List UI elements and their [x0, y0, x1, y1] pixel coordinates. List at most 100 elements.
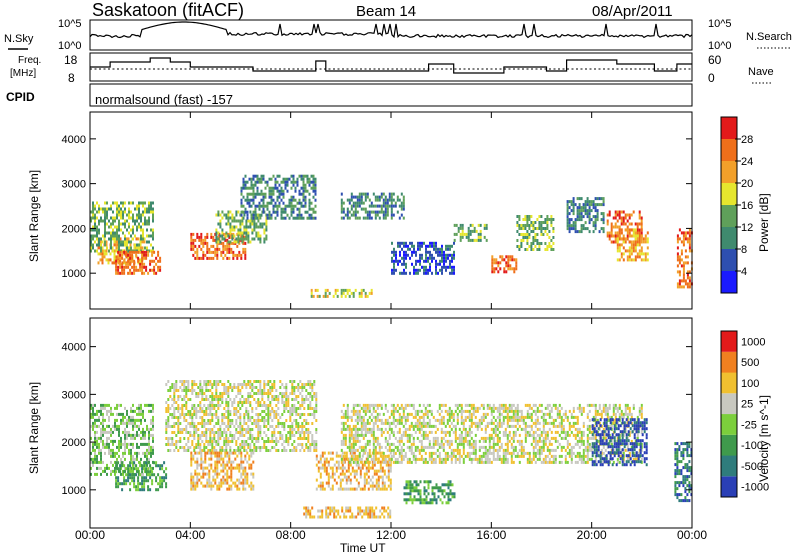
heatmap-cell-1: [118, 238, 120, 241]
heatmap-cell-2: [269, 440, 271, 443]
heatmap-cell-9: [460, 233, 462, 236]
heatmap-cell-4: [245, 223, 247, 226]
heatmap-cell-6: [343, 440, 345, 443]
heatmap-cell-6: [343, 425, 345, 428]
heatmap-cell-3: [198, 239, 200, 242]
heatmap-cell-11: [518, 224, 520, 227]
heatmap-cell-0: [118, 440, 120, 443]
heatmap-cell-2: [273, 398, 275, 401]
heatmap-cell-5: [251, 181, 253, 184]
heatmap-cell-5: [251, 217, 253, 220]
heatmap-cell-4: [221, 238, 223, 241]
heatmap-cell-6: [421, 443, 423, 446]
heatmap-cell-3: [208, 257, 210, 260]
heatmap-cell-5: [267, 184, 269, 187]
heatmap-cell-4: [257, 232, 259, 235]
heatmap-cell-8: [391, 260, 393, 263]
heatmap-cell-5: [293, 205, 295, 208]
heatmap-cell-3: [208, 452, 210, 455]
heatmap-cell-2: [283, 410, 285, 413]
heatmap-cell-0: [144, 240, 146, 243]
heatmap-cell-2: [227, 425, 229, 428]
heatmap-cell-4: [219, 241, 221, 244]
heatmap-cell-1: [123, 479, 125, 482]
heatmap-cell-4: [357, 510, 359, 513]
heatmap-cell-2: [171, 404, 173, 407]
heatmap-cell-9: [462, 227, 464, 230]
heatmap-cell-6: [409, 437, 411, 440]
heatmap-cell-0: [92, 458, 94, 461]
heatmap-cell-2: [255, 386, 257, 389]
heatmap-cell-5: [253, 214, 255, 217]
plot-title: Saskatoon (fitACF): [92, 0, 244, 20]
heatmap-cell-11: [552, 227, 554, 230]
heatmap-cell-5: [324, 461, 326, 464]
heatmap-cell-0: [152, 419, 154, 422]
heatmap-cell-2: [225, 434, 227, 437]
noise-series-line: [90, 22, 692, 38]
heatmap-cell-6: [353, 449, 355, 452]
heatmap-cell-5: [368, 482, 370, 485]
heatmap-cell-0: [110, 410, 112, 413]
heatmap-cell-8: [417, 245, 419, 248]
noise-left-label: N.Sky: [4, 33, 34, 45]
heatmap-cell-6: [357, 413, 359, 416]
heatmap-cell-2: [199, 380, 201, 383]
heatmap-cell-3: [212, 245, 214, 248]
heatmap-cell-1: [118, 208, 120, 211]
heatmap-cell-6: [355, 431, 357, 434]
heatmap-cell-0: [106, 431, 108, 434]
heatmap-cell-1: [153, 473, 155, 476]
heatmap-cell-5: [261, 193, 263, 196]
heatmap-cell-4: [231, 238, 233, 241]
heatmap-cell-0: [114, 425, 116, 428]
heatmap-cell-2: [223, 428, 225, 431]
heatmap-cell-2: [283, 446, 285, 449]
heatmap-cell-4: [231, 235, 233, 238]
heatmap-cell-5: [364, 464, 366, 467]
heatmap-cell-6: [353, 428, 355, 431]
heatmap-cell-5: [313, 208, 315, 211]
heatmap-cell-6: [383, 452, 385, 455]
heatmap-cell-14: [637, 255, 639, 258]
heatmap-cell-0: [102, 470, 104, 473]
heatmap-cell-14: [625, 249, 627, 252]
heatmap-cell-6: [353, 440, 355, 443]
heatmap-cell-2: [217, 404, 219, 407]
heatmap-cell-7: [369, 211, 371, 214]
heatmap-cell-2: [141, 266, 143, 269]
heatmap-cell-8: [393, 269, 395, 272]
heatmap-cell-6: [365, 446, 367, 449]
heatmap-cell-11: [526, 230, 528, 233]
heatmap-cell-0: [110, 258, 112, 261]
heatmap-cell-11: [518, 227, 520, 230]
heatmap-cell-9: [478, 239, 480, 242]
heatmap-cell-3: [192, 479, 194, 482]
heatmap-cell-5: [301, 217, 303, 220]
heatmap-cell-5: [283, 202, 285, 205]
heatmap-cell-6: [433, 425, 435, 428]
heatmap-cell-14: [635, 237, 637, 240]
heatmap-cell-5: [342, 488, 344, 491]
heatmap-cell-12: [587, 215, 589, 218]
heatmap-cell-5: [273, 199, 275, 202]
heatmap-cell-3: [200, 242, 202, 245]
heatmap-cell-3: [202, 251, 204, 254]
heatmap-cell-2: [291, 392, 293, 395]
heatmap-cell-2: [213, 449, 215, 452]
heatmap-cell-5: [241, 199, 243, 202]
heatmap-cell-8: [429, 269, 431, 272]
heatmap-cell-6: [341, 458, 343, 461]
heatmap-cell-6: [431, 413, 433, 416]
heatmap-cell-2: [157, 269, 159, 272]
heatmap-cell-3: [204, 455, 206, 458]
heatmap-cell-0: [116, 243, 118, 246]
heatmap-cell-5: [342, 464, 344, 467]
heatmap-cell-3: [234, 467, 236, 470]
heatmap-cell-14: [635, 246, 637, 249]
heatmap-cell-0: [110, 455, 112, 458]
heatmap-cell-2: [165, 443, 167, 446]
heatmap-cell-1: [128, 202, 130, 205]
heatmap-cell-6: [349, 437, 351, 440]
heatmap-cell-4: [253, 238, 255, 241]
